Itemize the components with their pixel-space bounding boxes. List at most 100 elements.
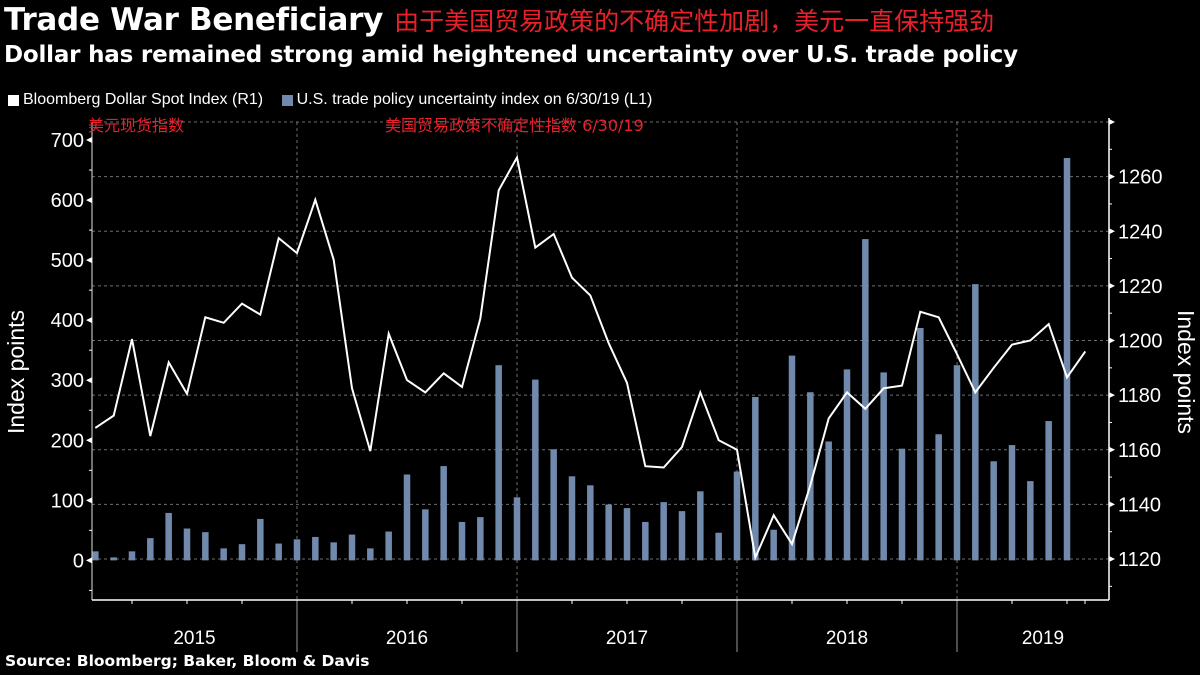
bar bbox=[92, 551, 99, 561]
bar bbox=[202, 532, 209, 561]
right-tick-label: 1200 bbox=[1118, 331, 1163, 353]
bar bbox=[293, 539, 301, 561]
annotation-uncertainty-cn: 美国贸易政策不确定性指数 6/30/19 bbox=[385, 116, 644, 135]
right-tick-label: 1220 bbox=[1118, 276, 1163, 298]
x-tick-label: 2017 bbox=[606, 628, 648, 649]
bar bbox=[147, 538, 154, 561]
bar bbox=[623, 508, 631, 561]
right-axis-tick bbox=[1109, 501, 1115, 508]
bar bbox=[733, 471, 741, 561]
legend-item-dollar-index: Bloomberg Dollar Spot Index (R1) bbox=[8, 91, 263, 109]
bar bbox=[513, 497, 521, 561]
right-axis-title: Index points bbox=[1173, 310, 1199, 434]
left-tick-label: 500 bbox=[51, 250, 84, 272]
bar bbox=[1063, 158, 1071, 561]
bar bbox=[165, 512, 172, 561]
bar bbox=[843, 369, 851, 561]
left-tick-label: 700 bbox=[51, 130, 84, 152]
bar bbox=[330, 542, 337, 561]
bar bbox=[825, 441, 832, 561]
right-tick-label: 1160 bbox=[1118, 440, 1161, 462]
right-tick-label: 1180 bbox=[1118, 385, 1161, 407]
bar bbox=[935, 434, 942, 561]
line-series-dollar bbox=[94, 154, 1087, 562]
bar bbox=[403, 474, 411, 561]
bar bbox=[458, 521, 466, 561]
right-axis-tick bbox=[1109, 282, 1115, 289]
bar bbox=[678, 511, 686, 561]
left-axis-tick bbox=[86, 557, 92, 564]
bar bbox=[972, 284, 979, 561]
bar bbox=[807, 392, 814, 561]
legend-swatch-dollar-index bbox=[8, 94, 19, 106]
bar bbox=[220, 548, 227, 561]
bar bbox=[550, 449, 557, 561]
bar bbox=[587, 485, 594, 561]
left-axis-tick bbox=[86, 137, 92, 144]
left-tick-label: 200 bbox=[51, 430, 84, 452]
source-note: Source: Bloomberg; Baker, Bloom & Davis bbox=[5, 652, 370, 670]
bar bbox=[715, 532, 722, 561]
axes: 0 100 200 300 400 500 600 700 1120 1140 1160 1180 12… bbox=[51, 118, 1163, 652]
bar bbox=[312, 536, 319, 561]
bar bbox=[898, 448, 906, 561]
bar bbox=[183, 528, 191, 561]
left-axis-tick bbox=[86, 497, 92, 504]
legend-label-dollar-index: Bloomberg Dollar Spot Index (R1) bbox=[23, 91, 264, 108]
bar bbox=[917, 327, 924, 561]
chart-subtitle: Dollar has remained strong amid heighten… bbox=[4, 42, 1018, 68]
right-axis-tick bbox=[1109, 337, 1115, 344]
right-tick-label: 1120 bbox=[1118, 549, 1161, 571]
bar bbox=[953, 365, 961, 561]
chart-title: Trade War Beneficiary bbox=[4, 2, 384, 38]
chart-title-chinese: 由于美国贸易政策的不确定性加剧，美元一直保持强劲 bbox=[394, 7, 995, 36]
right-tick-label: 1140 bbox=[1118, 494, 1161, 516]
bar bbox=[1045, 421, 1052, 561]
bar bbox=[385, 531, 392, 561]
bar bbox=[110, 557, 117, 561]
x-tick-label: 2018 bbox=[826, 628, 868, 649]
bar bbox=[348, 534, 356, 561]
dollar-index-line bbox=[94, 154, 1087, 562]
legend-item-uncertainty-index: U.S. trade policy uncertainty index on 6… bbox=[281, 91, 653, 109]
title-row: Trade War Beneficiary 由于美国贸易政策的不确定性加剧，美元… bbox=[4, 2, 994, 38]
left-tick-label: 300 bbox=[51, 370, 84, 392]
bar-series-uncertainty bbox=[92, 158, 1071, 561]
bar bbox=[422, 509, 429, 561]
bar bbox=[788, 355, 796, 561]
bar bbox=[568, 476, 576, 561]
bar bbox=[770, 529, 777, 561]
bar bbox=[477, 517, 484, 561]
x-tick-label: 2016 bbox=[386, 628, 428, 649]
right-tick-label: 1240 bbox=[1118, 221, 1163, 243]
left-tick-label: 0 bbox=[73, 550, 84, 572]
bar bbox=[862, 239, 869, 561]
right-axis-tick bbox=[1109, 228, 1115, 235]
bar bbox=[752, 397, 759, 561]
right-axis-tick bbox=[1109, 392, 1115, 399]
legend-label-uncertainty-index: U.S. trade policy uncertainty index on 6… bbox=[296, 91, 653, 108]
annotation-dollar-cn: 美元现货指数 bbox=[88, 116, 184, 135]
bar bbox=[128, 551, 136, 561]
bar bbox=[880, 372, 887, 561]
right-axis-tick bbox=[1109, 446, 1115, 453]
bar bbox=[238, 544, 246, 561]
left-axis-tick bbox=[86, 257, 92, 264]
bar bbox=[1027, 481, 1034, 561]
left-axis-tick bbox=[86, 197, 92, 204]
left-tick-label: 600 bbox=[51, 190, 84, 212]
left-axis-title: Index points bbox=[3, 310, 29, 434]
bar bbox=[495, 365, 502, 561]
legend-swatch-uncertainty-index bbox=[281, 94, 293, 106]
left-axis-tick bbox=[86, 317, 92, 324]
bar bbox=[257, 518, 264, 561]
right-axis-tick bbox=[1109, 556, 1115, 563]
bar bbox=[642, 521, 649, 561]
left-axis-tick bbox=[86, 377, 92, 384]
left-tick-label: 100 bbox=[51, 490, 84, 512]
left-axis-tick bbox=[86, 437, 92, 444]
x-tick-label: 2019 bbox=[1022, 628, 1064, 649]
bar bbox=[440, 466, 447, 561]
right-axis-tick bbox=[1109, 173, 1115, 180]
